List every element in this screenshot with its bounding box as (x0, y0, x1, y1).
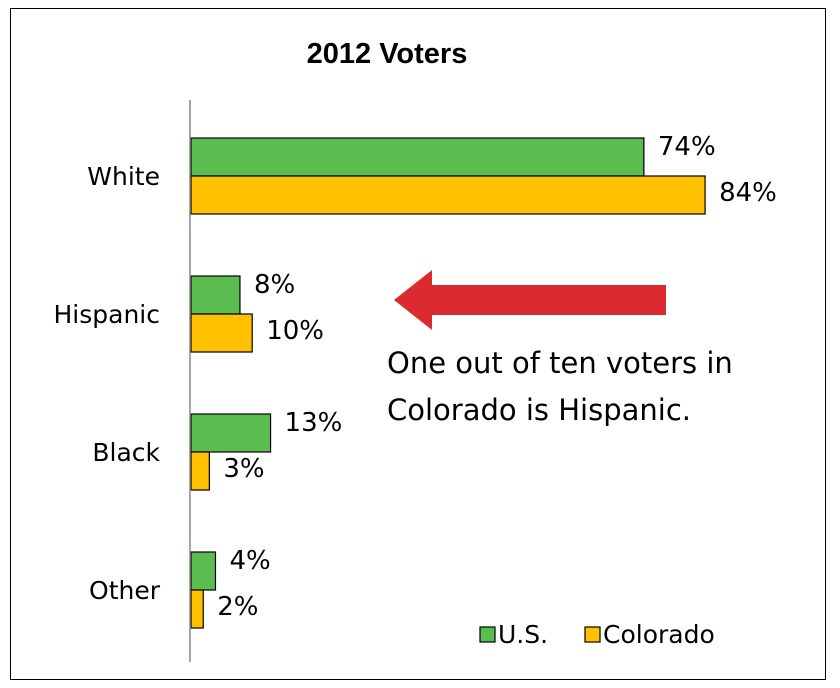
data-label-black-colorado: 3% (223, 454, 264, 484)
data-label-white-colorado: 84% (719, 178, 777, 208)
data-label-hispanic-us: 8% (254, 270, 295, 300)
bar-black-colorado (190, 451, 210, 491)
annotation-line-2: Colorado is Hispanic. (387, 393, 691, 427)
data-label-black-us: 13% (285, 408, 343, 438)
annotation-line-1: One out of ten voters in (387, 346, 733, 380)
legend: U.S. Colorado (479, 620, 715, 649)
bar-black-us (190, 413, 272, 453)
annotation-arrow (394, 270, 666, 330)
data-label-other-colorado: 2% (217, 592, 258, 622)
category-label-hispanic: Hispanic (54, 300, 161, 329)
data-label-hispanic-colorado: 10% (266, 316, 324, 346)
labels-layer: White 74%84% Hispanic 8% 10% Black 13% 3% Other 4… (54, 132, 777, 622)
bar-other-us (190, 551, 217, 591)
bar-white-colorado (190, 175, 706, 215)
data-label-other-us: 4% (229, 546, 270, 576)
chart-frame (10, 8, 826, 680)
legend-label-us: U.S. (498, 620, 548, 649)
category-label-black: Black (92, 438, 160, 467)
bars-layer (190, 137, 706, 629)
legend-swatch-us (479, 626, 496, 643)
category-label-other: Other (89, 576, 161, 605)
data-label-white-us: 74% (658, 132, 716, 162)
bar-hispanic-us (190, 275, 241, 315)
legend-swatch-colorado (584, 626, 601, 643)
chart-title: 2012 Voters (307, 38, 468, 70)
category-label-white: White (87, 162, 160, 191)
legend-label-colorado: Colorado (603, 620, 715, 649)
bar-hispanic-colorado (190, 313, 253, 353)
bar-other-colorado (190, 589, 204, 629)
bar-white-us (190, 137, 645, 177)
